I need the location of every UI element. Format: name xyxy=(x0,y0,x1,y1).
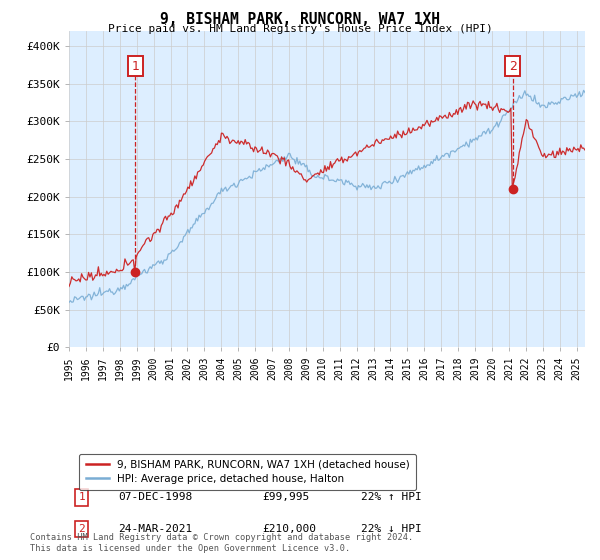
Text: 2: 2 xyxy=(79,524,85,534)
Text: 1: 1 xyxy=(131,60,139,73)
Text: 9, BISHAM PARK, RUNCORN, WA7 1XH: 9, BISHAM PARK, RUNCORN, WA7 1XH xyxy=(160,12,440,27)
Text: £99,995: £99,995 xyxy=(263,492,310,502)
Text: Price paid vs. HM Land Registry's House Price Index (HPI): Price paid vs. HM Land Registry's House … xyxy=(107,24,493,34)
Legend: 9, BISHAM PARK, RUNCORN, WA7 1XH (detached house), HPI: Average price, detached : 9, BISHAM PARK, RUNCORN, WA7 1XH (detach… xyxy=(79,454,416,491)
Text: Contains HM Land Registry data © Crown copyright and database right 2024.
This d: Contains HM Land Registry data © Crown c… xyxy=(30,533,413,553)
Text: 07-DEC-1998: 07-DEC-1998 xyxy=(118,492,192,502)
Text: 22% ↑ HPI: 22% ↑ HPI xyxy=(361,492,421,502)
Text: 24-MAR-2021: 24-MAR-2021 xyxy=(118,524,192,534)
Text: 2: 2 xyxy=(509,60,517,73)
Text: £210,000: £210,000 xyxy=(263,524,317,534)
Text: 1: 1 xyxy=(79,492,85,502)
Text: 22% ↓ HPI: 22% ↓ HPI xyxy=(361,524,421,534)
